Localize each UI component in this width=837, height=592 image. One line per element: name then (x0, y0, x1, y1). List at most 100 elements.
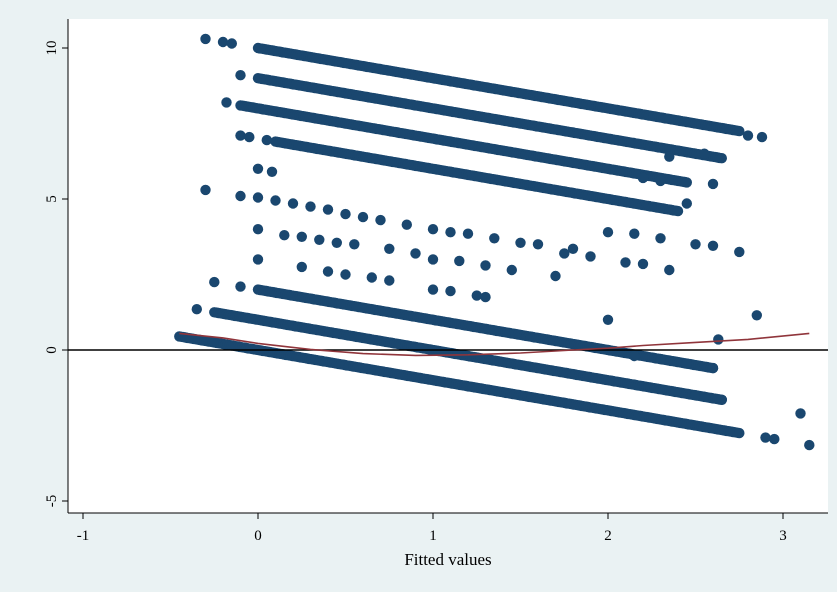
x-tick-label: -1 (77, 528, 90, 544)
data-point (585, 251, 596, 262)
data-point (200, 33, 211, 45)
data-points (174, 33, 815, 451)
x-tick-label: 3 (779, 528, 787, 544)
data-point (734, 246, 745, 258)
data-point (296, 261, 307, 273)
data-point (221, 97, 232, 108)
data-point (266, 166, 278, 177)
data-point (427, 284, 439, 295)
band-point (672, 205, 684, 217)
data-point (699, 391, 710, 402)
data-point (506, 264, 517, 276)
data-point (769, 433, 780, 445)
data-point (322, 204, 334, 215)
data-point (296, 231, 307, 242)
data-point (713, 334, 724, 345)
data-point (270, 195, 281, 206)
plot-area (68, 19, 828, 513)
data-point (655, 353, 666, 365)
data-point (664, 264, 675, 276)
data-point (252, 254, 264, 265)
data-point (699, 148, 710, 159)
data-point (550, 270, 561, 282)
data-point (716, 394, 727, 405)
data-point (252, 192, 264, 203)
data-point (235, 190, 246, 202)
data-point (252, 224, 264, 235)
data-point (217, 36, 229, 48)
data-point (305, 201, 316, 212)
data-point (445, 227, 456, 238)
data-point (340, 269, 351, 280)
data-point (620, 257, 631, 268)
x-tick-label: 1 (429, 528, 437, 544)
data-point (707, 178, 719, 190)
data-point (331, 237, 342, 248)
data-point (366, 272, 377, 283)
data-point (357, 211, 369, 223)
data-point (454, 255, 465, 267)
x-axis-title: Fitted values (404, 550, 491, 569)
band-point (716, 153, 727, 164)
data-point (480, 291, 491, 303)
data-point (602, 227, 614, 238)
data-point (471, 290, 482, 301)
x-tick-label: 2 (604, 528, 612, 544)
band-point (681, 177, 692, 188)
data-point (751, 310, 762, 321)
data-point (602, 314, 614, 325)
data-point (567, 243, 579, 254)
data-point (690, 239, 701, 250)
data-point (804, 439, 815, 451)
data-point (235, 70, 246, 81)
data-point (244, 131, 255, 143)
data-point (462, 228, 474, 239)
y-axis-ticks: -5 0 5 10 (44, 41, 68, 508)
data-point (795, 408, 806, 419)
data-point (690, 390, 701, 401)
data-point (401, 219, 412, 230)
data-point (314, 234, 325, 245)
data-point (559, 248, 570, 259)
data-point (756, 131, 768, 143)
x-tick-label: 0 (254, 528, 262, 544)
data-point (489, 233, 500, 244)
data-point (637, 258, 649, 270)
data-point (200, 184, 211, 196)
data-point (629, 228, 640, 239)
data-point (532, 239, 544, 250)
y-tick-label: 10 (44, 41, 60, 56)
data-point (287, 198, 299, 209)
smoother-line (179, 332, 810, 357)
data-point (340, 208, 351, 220)
data-point (410, 248, 421, 259)
data-point (480, 260, 491, 271)
data-point (664, 151, 675, 162)
data-point (191, 304, 202, 315)
y-tick-label: 0 (44, 346, 60, 354)
data-point (349, 239, 360, 250)
data-point (209, 276, 220, 288)
data-point (655, 233, 666, 244)
data-point (445, 285, 456, 297)
data-point (515, 237, 526, 248)
data-point (384, 275, 395, 286)
data-point (375, 214, 386, 226)
data-point (322, 266, 334, 277)
data-point (629, 350, 640, 362)
data-point (235, 130, 246, 141)
data-point (655, 175, 666, 187)
data-point (279, 230, 290, 241)
band-point (734, 125, 745, 137)
data-point (637, 172, 649, 184)
data-point (681, 198, 692, 209)
data-point (707, 240, 719, 251)
data-point (681, 358, 692, 369)
y-tick-label: -5 (44, 495, 60, 508)
y-tick-label: 5 (44, 195, 60, 203)
x-axis-ticks: -1 0 1 2 3 (77, 513, 787, 544)
data-point (707, 362, 719, 374)
data-point (760, 432, 771, 443)
